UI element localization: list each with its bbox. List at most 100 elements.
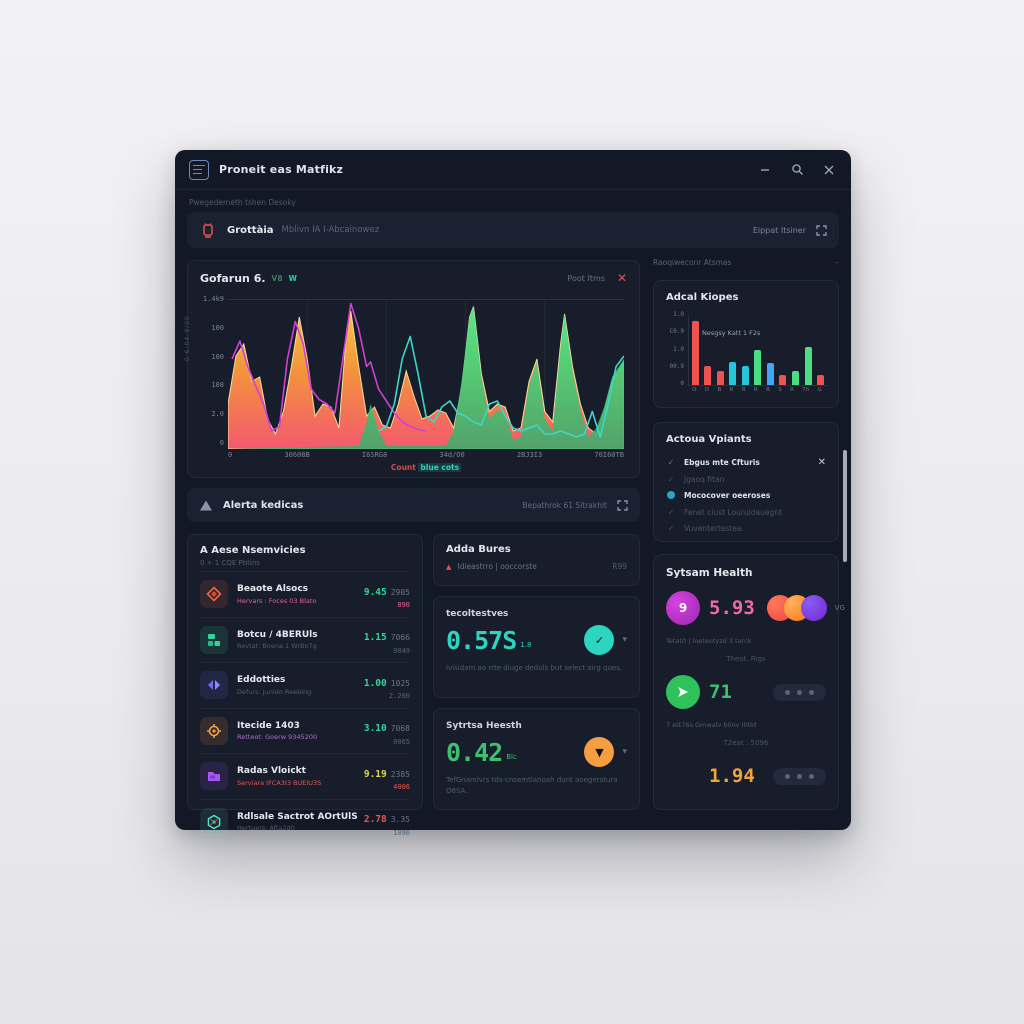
breadcrumb: Pwegedemeth tshen Desoky	[189, 198, 296, 207]
more-options-button[interactable]	[773, 683, 826, 701]
y-axis-ticks: 1.4k9 100 100 108 2.0 0	[202, 295, 224, 447]
toolbar-title: Grottàia	[227, 224, 274, 236]
search-icon[interactable]	[789, 162, 805, 178]
app-window: Proneit eas Matfikz Pwegedemeth tshen De…	[175, 150, 851, 837]
expand-icon[interactable]	[617, 499, 628, 511]
checklist-item[interactable]: ✓ Fenet ciust Louruldauegnt	[667, 507, 782, 517]
dismiss-icon[interactable]: ✕	[817, 456, 826, 468]
right-header-label: Raoqiweconr Atsmas	[653, 258, 732, 267]
checklist-item[interactable]: ✓ Ebgus mte Cfturis ✕	[667, 456, 826, 468]
health-value-1: 5.93	[709, 597, 755, 619]
chevron-down-icon[interactable]: ▾	[622, 747, 627, 757]
bar-y-ticks: 1.0 C0.9 1.0 00.9 0	[669, 311, 684, 387]
list-item[interactable]: Rdlsale Sactrot AOrtUlS Hertuers: Afta2d…	[200, 798, 410, 845]
variants-title: Actoua Vpiants	[666, 434, 752, 445]
chevron-down-icon[interactable]: ▾	[622, 635, 627, 645]
bricks-icon	[200, 625, 228, 654]
alert-toolbar[interactable]: Grottàia Mblivn IA I-Abcainowez Eippat I…	[187, 212, 839, 248]
diamond-icon	[200, 580, 228, 609]
health-sublabel-1: Theot. Rigs	[726, 655, 766, 663]
bar-chart-panel: Adcal Kiopes 1.0 C0.9 1.0 00.9 0 Nesgsy Katt…	[653, 280, 839, 408]
download-button[interactable]: ▼	[584, 737, 615, 767]
caption-count: Count	[390, 463, 416, 472]
checklist-item[interactable]: ✓ Jgaoq fitan	[667, 474, 725, 484]
metric-value: 0.57S	[446, 625, 517, 655]
alert-triangle-icon: ▲	[446, 562, 452, 571]
chart-action[interactable]: Poot Itms	[567, 273, 605, 283]
metric-unit: 1.8	[520, 641, 532, 649]
metric-unit: Blc	[506, 753, 517, 761]
health-tag: VG	[834, 604, 845, 612]
list-item[interactable]: Botcu / 4BERUls Revtat: Boena 1 WrBo7g 1…	[200, 616, 410, 663]
expand-icon[interactable]	[816, 224, 827, 236]
caption-blue-cots: blue cots	[418, 463, 462, 472]
chart-close-icon[interactable]: ✕	[616, 271, 627, 285]
gear-icon	[200, 716, 228, 745]
checklist-item[interactable]: ✓ Vuventertestea.	[667, 523, 744, 533]
hexagon-icon	[200, 807, 228, 836]
system-health-panel: Sytsam Health 9 5.93 VG Tetat0 | Ioeteot…	[653, 554, 845, 810]
check-icon: ✓	[667, 457, 675, 467]
middle-header-panel: Adda Bures ▲ Idieastrro | ooccorste R99	[433, 534, 640, 586]
checklist-item[interactable]: Mococover oeeroses	[666, 487, 826, 504]
toolbar-action[interactable]: Eippat Itsiner	[752, 225, 806, 235]
check-icon: ✓	[667, 474, 675, 484]
metric-label: Sytrtsa Heesth	[446, 721, 522, 731]
titlebar: Proneit eas Matfikz	[175, 150, 851, 190]
services-title: A Aese Nsemvicies	[200, 545, 306, 556]
folder-icon	[200, 762, 228, 791]
bar-x-ticks: O D B R R R R S R Th G	[692, 387, 822, 393]
collapse-button[interactable]: –	[835, 258, 839, 267]
more-options-button[interactable]	[773, 767, 826, 785]
bar-chart-title: Adcal Kiopes	[666, 292, 739, 303]
variants-panel: Actoua Vpiants ✓ Ebgus mte Cfturis ✕ ✓ J…	[653, 422, 839, 542]
x-axis-ticks: 0 30608B I6SRG8 34d/O0 2BJ3I3 70I60TB	[228, 451, 624, 459]
list-item[interactable]: Radas Vloickt Serviara IFCA3I3 BUEIU3S 9…	[200, 753, 410, 799]
bar-chart	[688, 315, 827, 386]
right-column-header: Raoqiweconr Atsmas –	[653, 258, 839, 267]
health-sublabel-2: T2eat : 5096	[723, 739, 769, 747]
alarm-icon	[203, 223, 213, 238]
alerts-section-bar[interactable]: Alerta kedicas Bepathrok 61 Sitrakhit	[187, 488, 640, 522]
main-chart-panel: Gofarun 6. V8 W Poot Itms ✕ 0·6:04-9/00 …	[184, 260, 640, 478]
arrows-icon	[200, 671, 228, 700]
teal-dot-icon	[666, 490, 676, 501]
chart-badge-2: W	[288, 273, 297, 283]
health-title: Sytsam Health	[666, 567, 753, 579]
avatar-group	[766, 595, 827, 621]
send-icon	[666, 675, 700, 709]
list-item[interactable]: Beaote Alsocs Hervars : Foces 03 Blato 9…	[200, 571, 410, 617]
toolbar-desc: Mblivn IA I-Abcainowez	[281, 225, 380, 235]
middle-title: Adda Bures	[446, 544, 511, 555]
status-badge: 9	[666, 591, 700, 625]
warning-triangle-icon	[200, 500, 212, 510]
list-item[interactable]: Eddotties Defurs: Junido Reebing 1.00 102…	[200, 662, 410, 708]
confirm-button[interactable]: ✓	[584, 625, 615, 655]
metric-card-2: Sytrtsa Heesth 0.42 Blc ▼ ▾ TefGnamlvrs …	[433, 708, 640, 810]
metric-caption: TefGnamlvrs tds-cnsemtlanoah dunt aoeger…	[446, 776, 618, 795]
minimize-button[interactable]	[757, 162, 773, 178]
alerts-action[interactable]: Bepathrok 61 Sitrakhit	[522, 500, 607, 510]
health-line-1: Tetat0 | Ioeteotyzd 3 tarck	[666, 637, 752, 645]
middle-alert-text: Idieastrro | ooccorste	[457, 562, 537, 571]
window-title: Proneit eas Matfikz	[219, 163, 344, 176]
list-item[interactable]: Itecide 1403 Retteot: Goerw 9345200 3.10…	[200, 707, 410, 754]
area-chart	[228, 299, 624, 449]
chart-title: Gofarun 6.	[200, 271, 266, 285]
close-button[interactable]	[821, 162, 837, 178]
app-logo-icon	[189, 159, 209, 180]
metric-card-1: tecoltestves 0.57S 1.8 ✓ ▾ Ivisidam ao r…	[433, 596, 640, 698]
check-icon: ✓	[667, 507, 675, 517]
middle-alert-right: R99	[612, 562, 627, 571]
chart-caption: Count blue cots	[228, 463, 624, 472]
avatar	[800, 595, 827, 621]
health-value-2: 71	[709, 681, 732, 703]
health-line-2: 7 ett76s Gmwalv b0ov I0tld	[666, 721, 757, 729]
scrollbar[interactable]	[843, 450, 847, 562]
alerts-title: Alerta kedicas	[223, 499, 304, 511]
metric-caption: Ivisidam ao rrte diuge deduls but select…	[446, 664, 623, 672]
check-icon: ✓	[667, 523, 675, 533]
chart-badge-1: V8	[271, 273, 283, 283]
services-subtitle: 0 + 1 CQE Pbtins	[200, 559, 260, 567]
